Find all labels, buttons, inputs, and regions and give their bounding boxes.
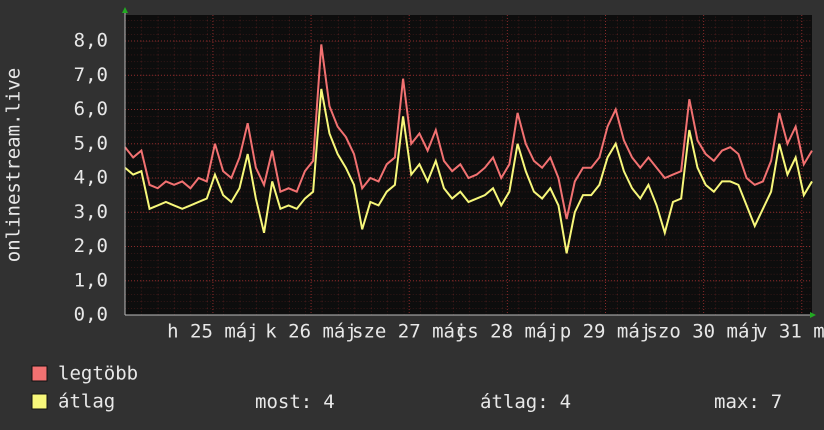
stat-value: 4 [560,391,571,413]
y-tick-label: 5,0 [74,132,108,154]
stat-label: max: [714,391,760,413]
y-tick-label: 8,0 [74,30,108,52]
y-tick-label: 6,0 [74,98,108,120]
series-line [124,88,813,254]
stat: max: 7 [714,391,782,413]
legend-label: átlag [58,391,115,413]
stat-label: most: [255,391,312,413]
stat: átlag: 4 [480,391,571,413]
minor-grid [125,15,812,315]
series-line [124,44,813,220]
x-tick-label: sze 27 máj [352,321,466,343]
x-tick-label: p 29 máj [560,321,652,343]
stat: most: 4 [255,391,335,413]
y-axis-label: onlinestream.live [3,68,25,262]
legend-label: legtöbb [58,363,138,385]
x-tick-label: cs 28 máj [456,321,559,343]
x-tick-label: szo 30 máj [646,321,760,343]
y-tick-label: 4,0 [74,167,108,189]
stat-value: 7 [771,391,782,413]
lines [124,44,813,254]
y-tick-label: 1,0 [74,269,108,291]
legend: legtöbb átlag most: 4 átlag: 4 max: 7 [31,363,782,413]
y-tick-label: 7,0 [74,64,108,86]
legend-swatch [31,365,48,382]
stat-label: átlag: [480,391,549,413]
y-arrow [122,7,128,13]
y-tick-label: 0,0 [74,304,108,326]
y-tick-label: 3,0 [74,201,108,223]
y-tick-label: 2,0 [74,235,108,257]
x-arrow [810,312,816,318]
x-tick-label: h 25 máj [167,321,259,343]
legend-swatch [31,393,48,410]
ticks: 0,0 1,0 2,0 3,0 4,0 5,0 6,0 7,0 8,0 h 25 máj k 26 … [74,30,824,343]
x-tick-label: v 31 máj [756,321,824,343]
x-tick-label: k 26 máj [265,321,357,343]
stat-value: 4 [323,391,334,413]
